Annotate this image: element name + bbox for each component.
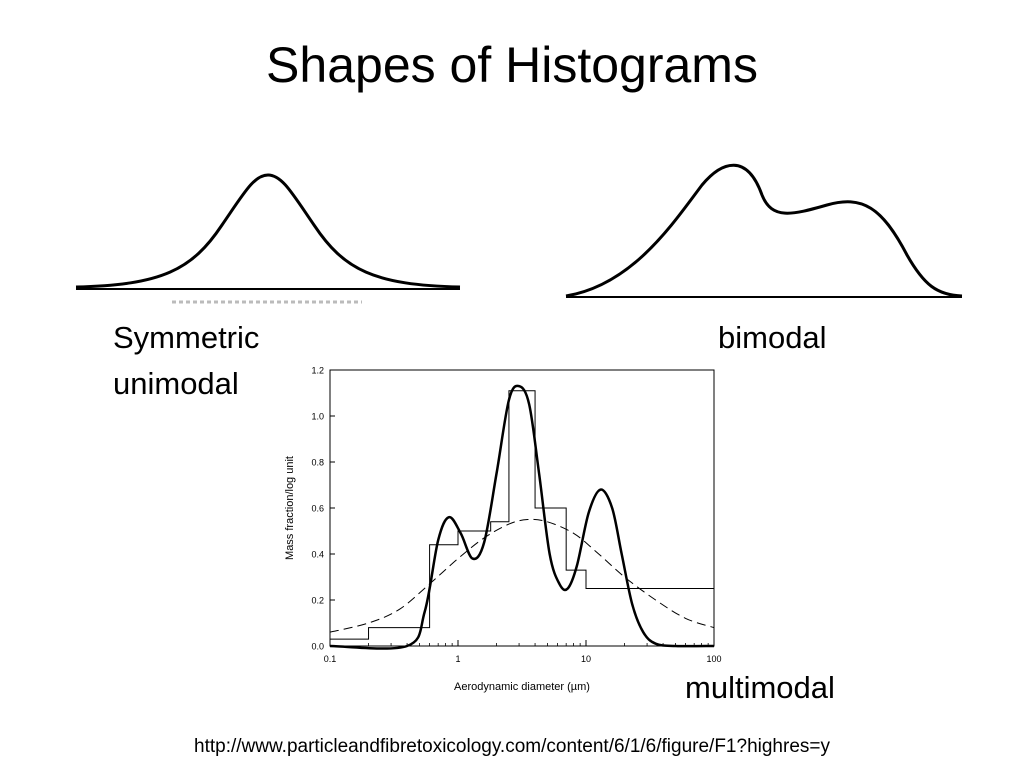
x-tick-label: 10	[581, 654, 591, 664]
label-multimodal: multimodal	[685, 670, 835, 705]
x-tick-label: 1	[455, 654, 460, 664]
y-tick-label: 0.0	[311, 642, 324, 652]
label-unimodal: unimodal	[113, 366, 239, 401]
y-tick-label: 0.8	[311, 458, 324, 468]
label-bimodal: bimodal	[718, 320, 827, 355]
y-tick-label: 1.0	[311, 412, 324, 422]
label-symmetric: Symmetric	[113, 320, 260, 355]
symmetric-curve	[75, 173, 461, 289]
multimodal-curve	[329, 384, 715, 650]
y-axis-label: Mass fraction/log unit	[284, 456, 296, 560]
y-tick-label: 0.2	[311, 596, 324, 606]
symmetric-curve-figure	[75, 173, 461, 304]
source-url[interactable]: http://www.particleandfibretoxicology.co…	[194, 736, 830, 757]
lognormal-curve	[329, 518, 715, 633]
x-axis-ticks: 0.1 1 10 100	[324, 640, 722, 664]
multimodal-chart: 0.0 0.2 0.4 0.6 0.8 1.0 1.2 0.1 1 10 100 Aerodyna…	[284, 366, 722, 694]
y-axis-ticks: 0.0 0.2 0.4 0.6 0.8 1.0 1.2	[311, 366, 335, 652]
bimodal-curve-figure	[565, 163, 963, 298]
plot-frame	[329, 369, 715, 647]
slide-title: Shapes of Histograms	[266, 37, 758, 93]
x-axis-label: Aerodynamic diameter (µm)	[454, 681, 590, 693]
x-tick-label: 100	[706, 654, 721, 664]
histogram-steps	[329, 390, 714, 646]
y-tick-label: 1.2	[311, 366, 324, 376]
y-tick-label: 0.4	[311, 550, 324, 560]
y-tick-label: 0.6	[311, 504, 324, 514]
x-tick-label: 0.1	[324, 654, 337, 664]
bimodal-curve	[565, 163, 963, 298]
